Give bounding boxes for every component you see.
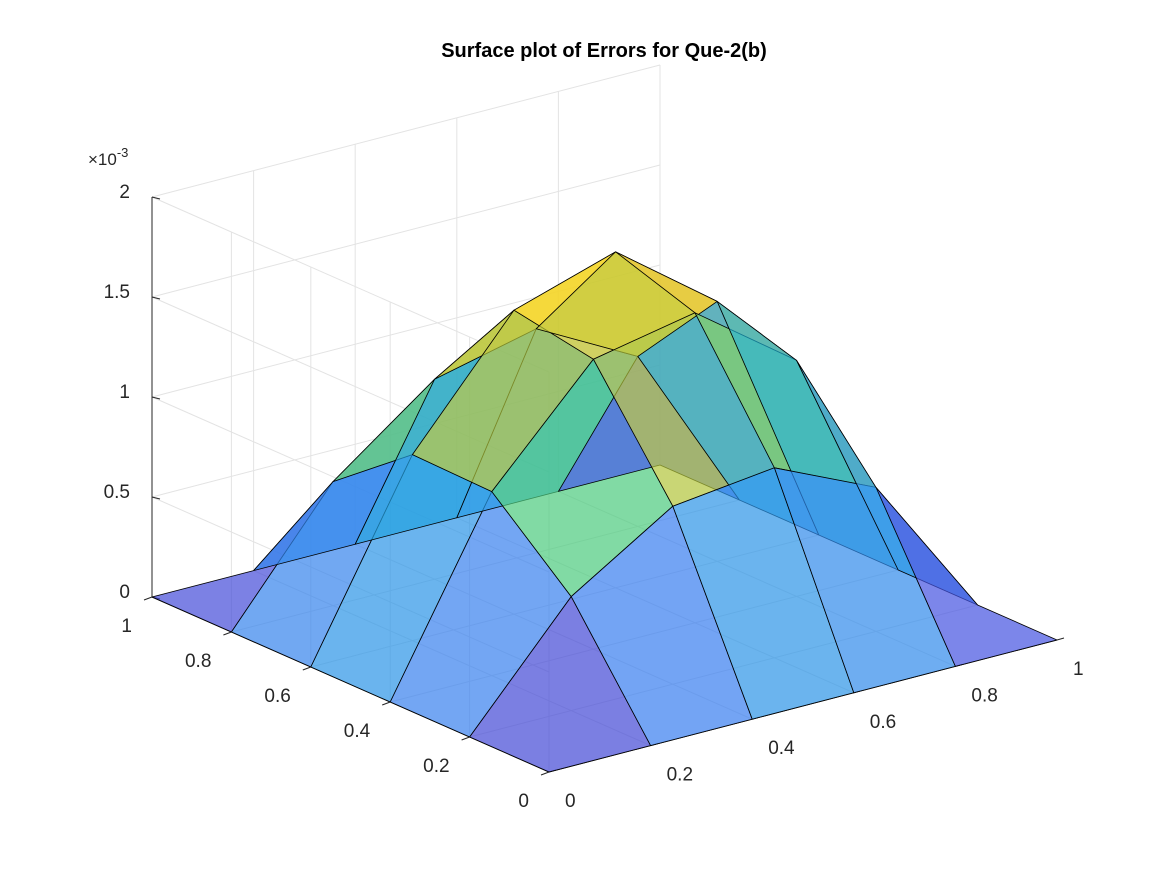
z-tick-mark bbox=[151, 296, 161, 300]
z-tick-mark bbox=[151, 496, 161, 500]
y-tick-label: 0 bbox=[518, 791, 529, 812]
z-exponent-base: ×10 bbox=[88, 150, 117, 169]
z-tick-label: 0 bbox=[119, 582, 130, 603]
surface-patch bbox=[875, 486, 1058, 667]
grid-line bbox=[151, 164, 661, 298]
y-tick-mark bbox=[143, 596, 153, 601]
y-tick-mark bbox=[302, 666, 311, 671]
z-exponent-label: ×10-3 bbox=[88, 145, 128, 169]
y-tick-label: 0.4 bbox=[344, 721, 371, 742]
y-tick-mark bbox=[382, 701, 391, 706]
surface bbox=[151, 251, 1058, 773]
y-tick-mark bbox=[461, 736, 470, 741]
y-tick-label: 0.2 bbox=[423, 756, 449, 777]
y-tick-mark bbox=[223, 631, 232, 636]
x-tick-label: 1 bbox=[1073, 659, 1084, 680]
z-tick-label: 1.5 bbox=[104, 282, 130, 303]
x-tick-label: 0.2 bbox=[667, 765, 693, 786]
z-tick-mark bbox=[151, 196, 161, 200]
y-tick-label: 1 bbox=[121, 616, 132, 637]
x-tick-label: 0.6 bbox=[870, 712, 896, 733]
chart-title: Surface plot of Errors for Que-2(b) bbox=[441, 40, 767, 62]
x-tick-label: 0 bbox=[565, 791, 576, 812]
svg-text:×10-3: ×10-3 bbox=[88, 145, 128, 169]
y-tick-label: 0.6 bbox=[264, 686, 290, 707]
z-exponent-power: -3 bbox=[117, 145, 129, 160]
z-tick-label: 1 bbox=[119, 382, 130, 403]
x-tick-label: 0.8 bbox=[971, 685, 997, 706]
grid-line bbox=[151, 64, 661, 198]
tick-labels: 0 0.5 1 1.5 2 0 0.2 0.4 0.6 0.8 1 0 0.2 0.4 0.6 0.8 1 bbox=[104, 182, 1084, 812]
z-tick-mark bbox=[151, 396, 161, 400]
z-tick-label: 0.5 bbox=[104, 482, 130, 503]
y-tick-mark bbox=[540, 771, 550, 776]
y-tick-label: 0.8 bbox=[185, 651, 211, 672]
x-tick-label: 0.4 bbox=[768, 738, 795, 759]
x-tick-mark bbox=[1056, 637, 1065, 641]
z-tick-label: 2 bbox=[119, 182, 130, 203]
